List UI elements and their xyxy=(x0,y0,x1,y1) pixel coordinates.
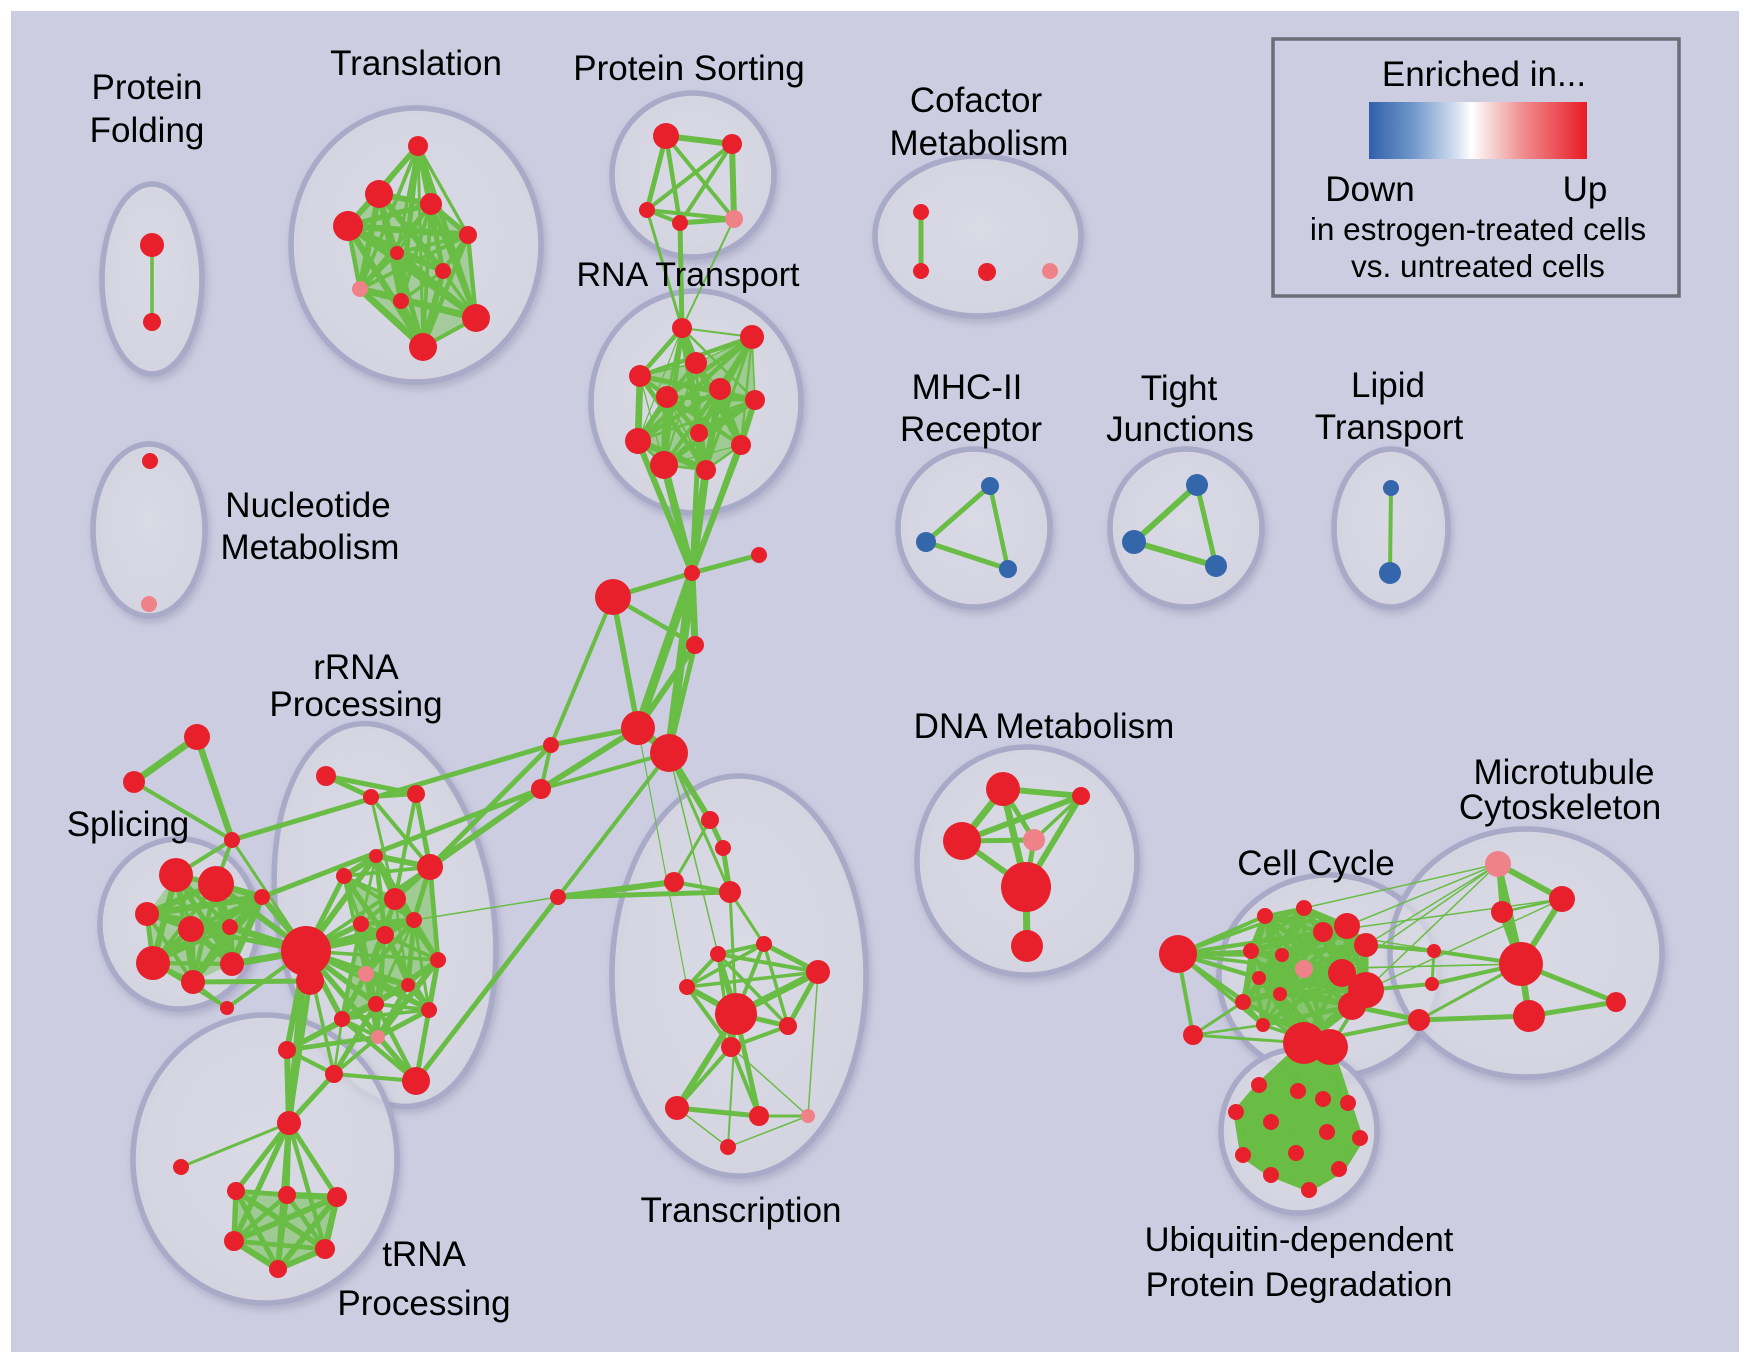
svg-text:tRNA: tRNA xyxy=(382,1235,466,1274)
svg-text:Cofactor: Cofactor xyxy=(910,81,1043,120)
svg-text:RNA Transport: RNA Transport xyxy=(577,256,801,294)
svg-text:Processing: Processing xyxy=(337,1284,510,1323)
svg-text:Nucleotide: Nucleotide xyxy=(225,486,390,525)
svg-text:Protein: Protein xyxy=(92,68,203,107)
svg-text:DNA Metabolism: DNA Metabolism xyxy=(914,707,1175,746)
svg-text:in estrogen-treated cells: in estrogen-treated cells xyxy=(1310,211,1646,247)
svg-text:Processing: Processing xyxy=(269,685,442,724)
svg-text:Metabolism: Metabolism xyxy=(221,528,400,567)
svg-text:Splicing: Splicing xyxy=(67,805,190,844)
svg-text:Cell Cycle: Cell Cycle xyxy=(1237,844,1395,883)
svg-text:Transcription: Transcription xyxy=(641,1191,842,1230)
svg-text:Tight: Tight xyxy=(1141,369,1218,408)
svg-text:Enriched in...: Enriched in... xyxy=(1382,55,1586,94)
svg-text:Metabolism: Metabolism xyxy=(890,124,1069,163)
svg-text:Microtubule: Microtubule xyxy=(1474,753,1655,792)
svg-text:Transport: Transport xyxy=(1315,408,1464,447)
svg-text:Protein Sorting: Protein Sorting xyxy=(573,49,805,88)
svg-text:Folding: Folding xyxy=(90,111,205,150)
svg-text:MHC-II: MHC-II xyxy=(912,368,1023,407)
svg-text:Receptor: Receptor xyxy=(900,410,1042,449)
svg-text:rRNA: rRNA xyxy=(313,648,399,687)
svg-text:Down: Down xyxy=(1325,170,1414,209)
svg-text:Junctions: Junctions xyxy=(1106,410,1254,449)
svg-text:Ubiquitin-dependent: Ubiquitin-dependent xyxy=(1145,1221,1454,1259)
svg-text:Up: Up xyxy=(1563,170,1608,209)
svg-text:Lipid: Lipid xyxy=(1351,366,1425,405)
svg-text:Cytoskeleton: Cytoskeleton xyxy=(1459,788,1661,827)
svg-text:Protein Degradation: Protein Degradation xyxy=(1146,1266,1453,1304)
svg-text:Translation: Translation xyxy=(330,44,502,83)
svg-text:vs. untreated cells: vs. untreated cells xyxy=(1351,248,1605,284)
